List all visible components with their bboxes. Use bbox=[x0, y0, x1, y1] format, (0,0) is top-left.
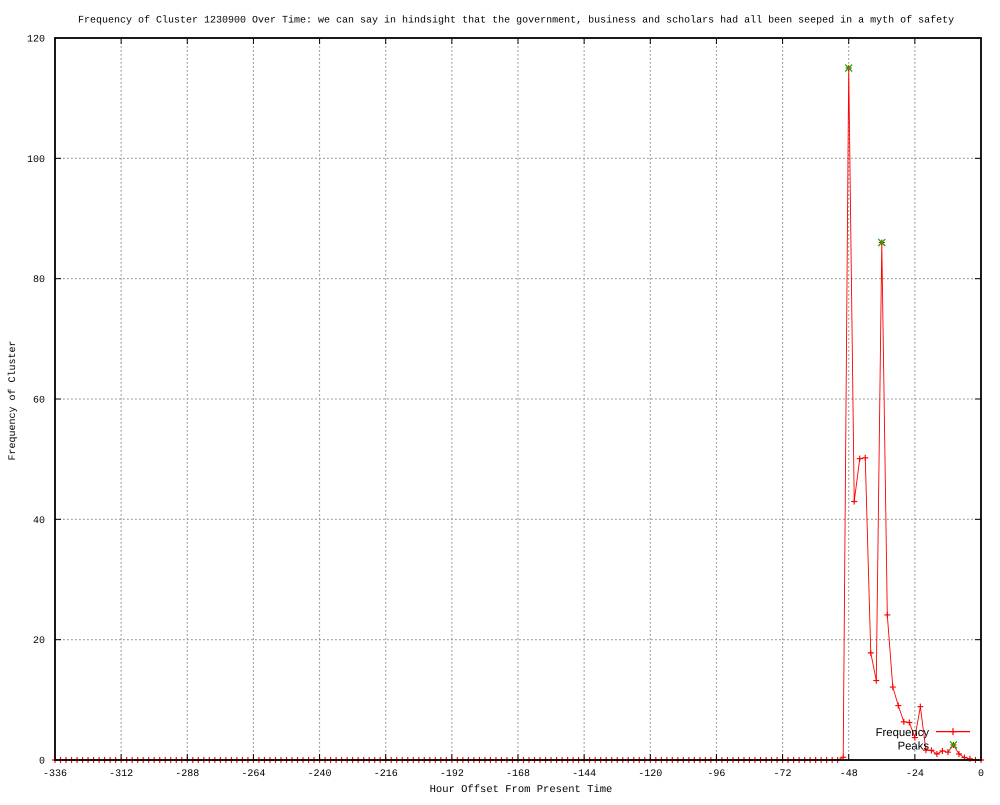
svg-text:-168: -168 bbox=[506, 769, 530, 780]
svg-text:-264: -264 bbox=[241, 769, 265, 780]
svg-text:0: 0 bbox=[978, 769, 984, 780]
svg-text:40: 40 bbox=[33, 516, 45, 527]
svg-text:-336: -336 bbox=[43, 769, 67, 780]
svg-text:Frequency of Cluster: Frequency of Cluster bbox=[7, 340, 19, 460]
svg-text:-48: -48 bbox=[840, 769, 858, 780]
svg-text:Frequency of Cluster 1230900 O: Frequency of Cluster 1230900 Over Time: … bbox=[78, 14, 954, 26]
svg-text:0: 0 bbox=[39, 757, 45, 768]
svg-text:-240: -240 bbox=[308, 769, 332, 780]
svg-text:20: 20 bbox=[33, 636, 45, 647]
svg-text:Peaks: Peaks bbox=[898, 741, 930, 753]
svg-text:-144: -144 bbox=[572, 769, 596, 780]
svg-text:60: 60 bbox=[33, 396, 45, 407]
svg-text:-288: -288 bbox=[175, 769, 199, 780]
svg-text:-72: -72 bbox=[774, 769, 792, 780]
svg-text:100: 100 bbox=[27, 155, 45, 166]
svg-text:-24: -24 bbox=[906, 769, 924, 780]
svg-text:120: 120 bbox=[27, 35, 45, 46]
svg-text:-96: -96 bbox=[707, 769, 725, 780]
svg-text:-192: -192 bbox=[440, 769, 464, 780]
svg-text:-216: -216 bbox=[374, 769, 398, 780]
svg-text:-120: -120 bbox=[638, 769, 662, 780]
svg-text:80: 80 bbox=[33, 275, 45, 286]
svg-text:-312: -312 bbox=[109, 769, 133, 780]
svg-text:Hour Offset From Present Time: Hour Offset From Present Time bbox=[430, 784, 613, 796]
svg-text:Frequency: Frequency bbox=[876, 727, 930, 739]
